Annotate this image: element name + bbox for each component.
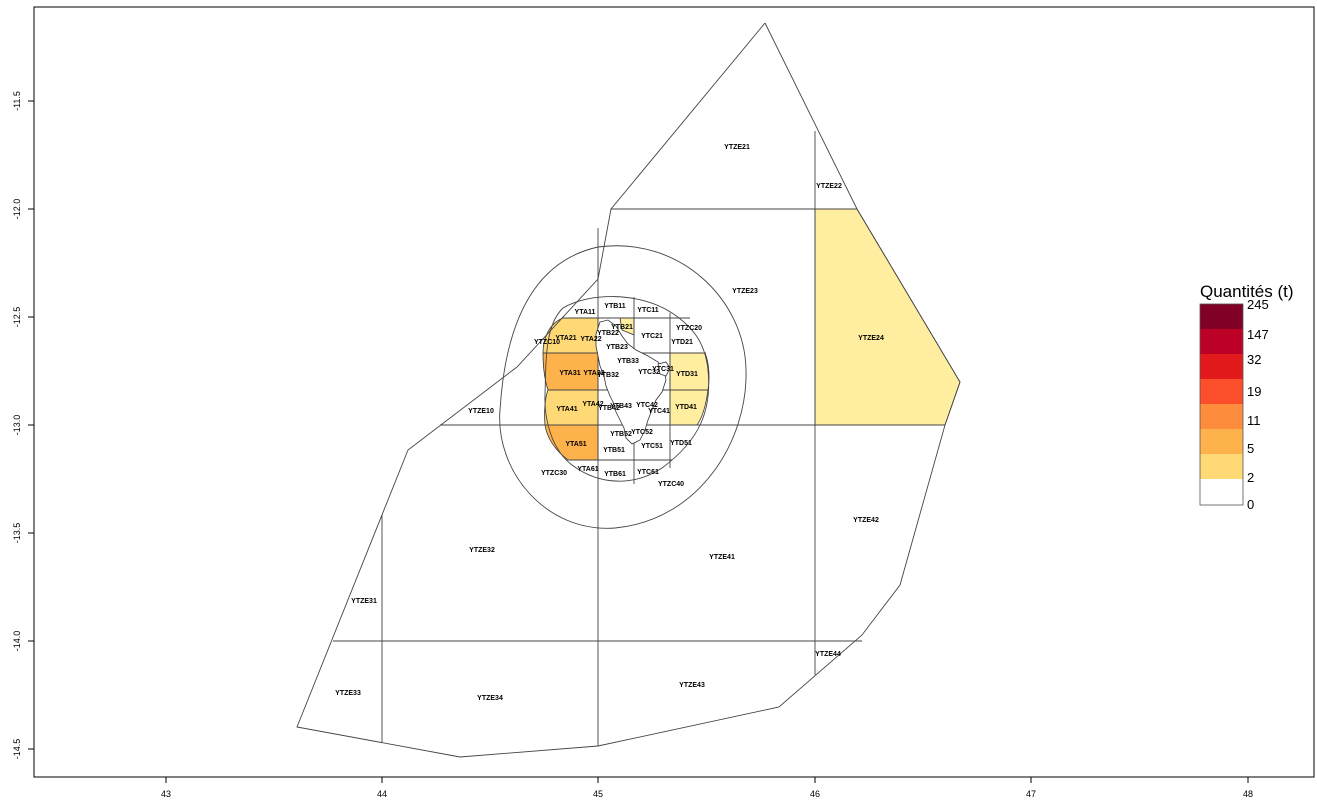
y-tick-label: -14.0: [12, 631, 22, 652]
zone-label: YTB11: [604, 303, 626, 310]
zone-label: YTZE42: [853, 517, 879, 524]
zone-label: YTZE23: [732, 288, 758, 295]
zone-label: YTA42: [582, 401, 603, 408]
legend-swatch: [1200, 454, 1243, 479]
y-tick-label: -13.0: [12, 415, 22, 436]
zone-label: YTB32: [597, 372, 619, 379]
x-tick-label: 48: [1243, 789, 1253, 799]
zone-label: YTZC20: [676, 325, 702, 332]
zone-label: YTB21: [611, 324, 633, 331]
zone-label: YTA61: [577, 466, 598, 473]
zone-label: YTZE10: [468, 408, 494, 415]
x-tick-label: 43: [161, 789, 171, 799]
zone-label: YTZE21: [724, 144, 750, 151]
legend-title: Quantités (t): [1200, 282, 1294, 301]
y-tick-label: -13.5: [12, 523, 22, 544]
zone-label: YTZC30: [541, 470, 567, 477]
zone-label: YTD31: [676, 371, 698, 378]
zone-label: YTZE22: [816, 183, 842, 190]
zone-label: YTC11: [637, 307, 659, 314]
y-tick-label: -14.5: [12, 739, 22, 760]
zone-label: YTC42: [636, 402, 658, 409]
legend-swatch: [1200, 429, 1243, 454]
zone-label: YTB22: [597, 330, 619, 337]
zone-label: YTZC10: [534, 339, 560, 346]
zone-label: YTA31: [559, 370, 580, 377]
zone-label: YTZE41: [709, 554, 735, 561]
zone-label: YTD41: [675, 404, 697, 411]
legend-border: [1199, 303, 1244, 506]
zone-label: YTA32: [583, 370, 604, 377]
legend: Quantités (t) 245 147 32 19 11 5 2 0: [1199, 282, 1294, 512]
legend-break-label: 147: [1247, 327, 1269, 342]
zone-label: YTB42: [598, 405, 620, 412]
zone-label: YTC51: [641, 443, 663, 450]
zone-label: YTZE32: [469, 547, 495, 554]
y-tick-label: -11.5: [12, 91, 22, 111]
island-petite-terre: [657, 361, 671, 377]
zone-label: YTA22: [580, 336, 601, 343]
x-tick-label: 46: [810, 789, 820, 799]
zone-label: YTA21: [555, 335, 576, 342]
x-tick-label: 47: [1026, 789, 1036, 799]
y-tick-label: -12.5: [12, 307, 22, 328]
legend-break-label: 5: [1247, 441, 1254, 456]
zone-label: YTZE43: [679, 682, 705, 689]
zone-label: YTZE24: [858, 335, 884, 342]
legend-break-label: 0: [1247, 497, 1254, 512]
zone-label: YTC31: [652, 366, 674, 373]
zone-label: YTC61: [637, 469, 659, 476]
x-tick-label: 44: [377, 789, 387, 799]
zone-label: YTA11: [575, 309, 596, 316]
x-tick-label: 45: [593, 789, 603, 799]
zone-label: YTZE44: [815, 651, 841, 658]
legend-swatch: [1200, 404, 1243, 429]
zone-label: YTC41: [648, 408, 670, 415]
x-axis: [165, 777, 1249, 783]
zone-label: YTA41: [556, 406, 577, 413]
legend-swatches: [1200, 304, 1243, 479]
filled-zones: [542, 208, 961, 461]
island-grande-terre: [595, 319, 667, 445]
zone-labels: YTZE21 YTZE22 YTZE23 YTZE24 YTZE10 YTZE3…: [335, 144, 884, 702]
legend-break-label: 2: [1247, 470, 1254, 485]
zone-fill-ytze24[interactable]: [814, 208, 961, 426]
plot-frame: [33, 6, 1315, 778]
zone-label: YTZE34: [477, 695, 503, 702]
legend-swatch: [1200, 354, 1243, 379]
legend-break-label: 32: [1247, 352, 1261, 367]
zone-label: YTB61: [604, 471, 626, 478]
zone-label: YTB51: [603, 447, 625, 454]
zone-boundaries: [296, 22, 961, 758]
zone-label: YTZC40: [658, 481, 684, 488]
zone-label: YTB43: [610, 403, 632, 410]
legend-break-label: 245: [1247, 297, 1269, 312]
zone-label: YTC52: [631, 429, 653, 436]
legend-swatch: [1200, 329, 1243, 354]
zone-label: YTC21: [641, 333, 663, 340]
y-axis: [28, 100, 34, 750]
zone-label: YTA51: [565, 441, 586, 448]
island-outline: [595, 319, 671, 445]
zone-label: YTD51: [670, 440, 692, 447]
zone-label: YTB52: [610, 431, 632, 438]
zone-label: YTB23: [606, 344, 628, 351]
zone-label: YTD21: [671, 339, 693, 346]
x-tick-labels: 43 44 45 46 47 48: [161, 789, 1253, 799]
zone-label: YTC32: [638, 369, 660, 376]
zone-label: YTB33: [617, 358, 639, 365]
legend-swatch: [1200, 379, 1243, 404]
y-tick-label: -12.0: [12, 199, 22, 220]
zone-label: YTZE33: [335, 690, 361, 697]
legend-swatch: [1200, 304, 1243, 329]
legend-break-label: 11: [1247, 413, 1261, 428]
zone-label: YTZE31: [351, 598, 377, 605]
legend-break-label: 19: [1247, 384, 1261, 399]
y-tick-labels: -11.5 -12.0 -12.5 -13.0 -13.5 -14.0 -14.…: [12, 91, 22, 759]
